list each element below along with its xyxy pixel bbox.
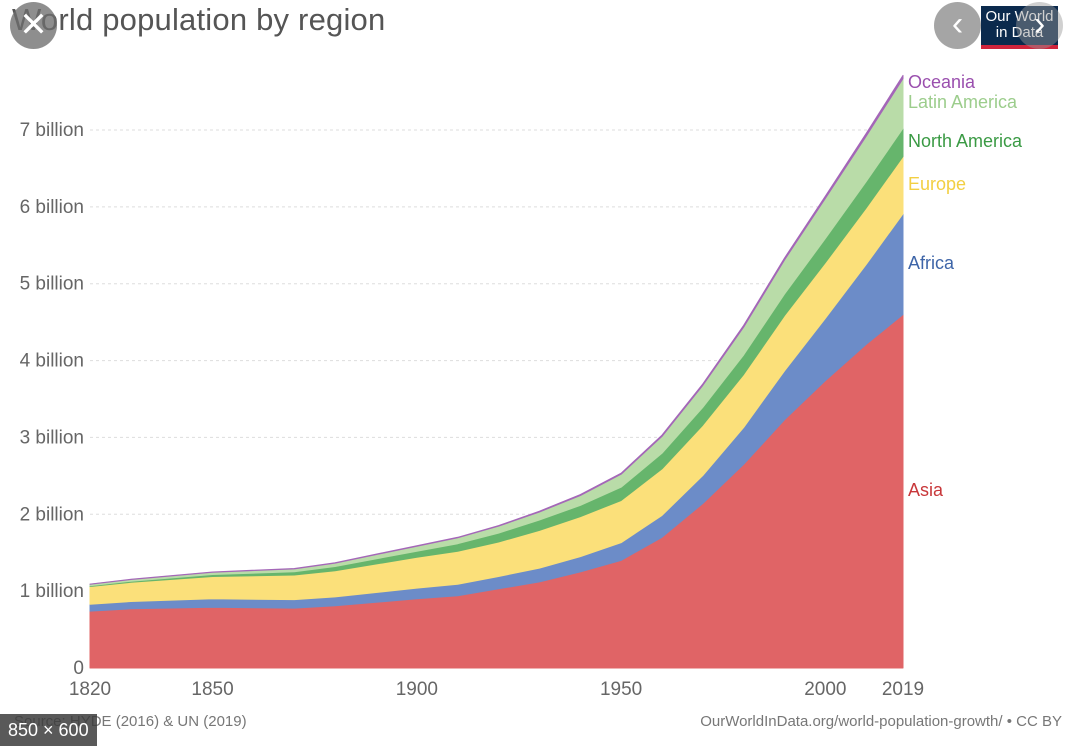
series-label-africa: Africa (908, 253, 955, 273)
x-tick-label: 2019 (882, 679, 924, 700)
series-label-layer: Asia Africa Europe North America Latin Ameri… (908, 72, 1023, 500)
image-size-badge: 850 × 600 (0, 714, 97, 746)
x-tick-label: 2000 (804, 679, 846, 700)
y-tick-label: 5 billion (20, 274, 84, 295)
chart-title: World population by region (12, 2, 386, 37)
y-tick-label: 2 billion (20, 504, 84, 525)
owid-logo[interactable]: Our World in Data (981, 6, 1058, 49)
series-label-latin-america: Latin America (908, 92, 1018, 112)
series-label-oceania: Oceania (908, 72, 976, 92)
y-tick-label: 1 billion (20, 581, 84, 602)
y-tick-label: 3 billion (20, 427, 84, 448)
y-tick-label: 0 (73, 658, 84, 679)
series-label-north-america: North America (908, 131, 1023, 151)
logo-line-1: Our World (985, 8, 1054, 25)
area-oceania[interactable] (89, 74, 904, 585)
area-layer (89, 74, 904, 669)
logo-line-2: in Data (995, 24, 1044, 41)
y-tick-label: 4 billion (20, 351, 84, 372)
source-link[interactable]: OurWorldInData.org/world-population-grow… (700, 713, 1062, 730)
x-tick-label: 1820 (69, 679, 111, 700)
chevron-right-icon[interactable]: › (1016, 2, 1063, 49)
close-icon[interactable]: ✕ (10, 2, 57, 49)
series-label-europe: Europe (908, 174, 966, 194)
y-tick-label: 7 billion (20, 120, 84, 141)
x-tick-label: 1950 (600, 679, 642, 700)
series-label-asia: Asia (908, 480, 944, 500)
y-tick-label: 6 billion (20, 197, 84, 218)
x-tick-layer: 1820 1850 1900 1950 2000 2019 (69, 679, 924, 700)
chevron-left-icon[interactable]: ‹ (934, 2, 981, 49)
y-tick-layer: 0 1 billion 2 billion 3 billion 4 billion 5 b… (20, 120, 84, 679)
x-tick-label: 1850 (191, 679, 233, 700)
x-tick-label: 1900 (396, 679, 438, 700)
